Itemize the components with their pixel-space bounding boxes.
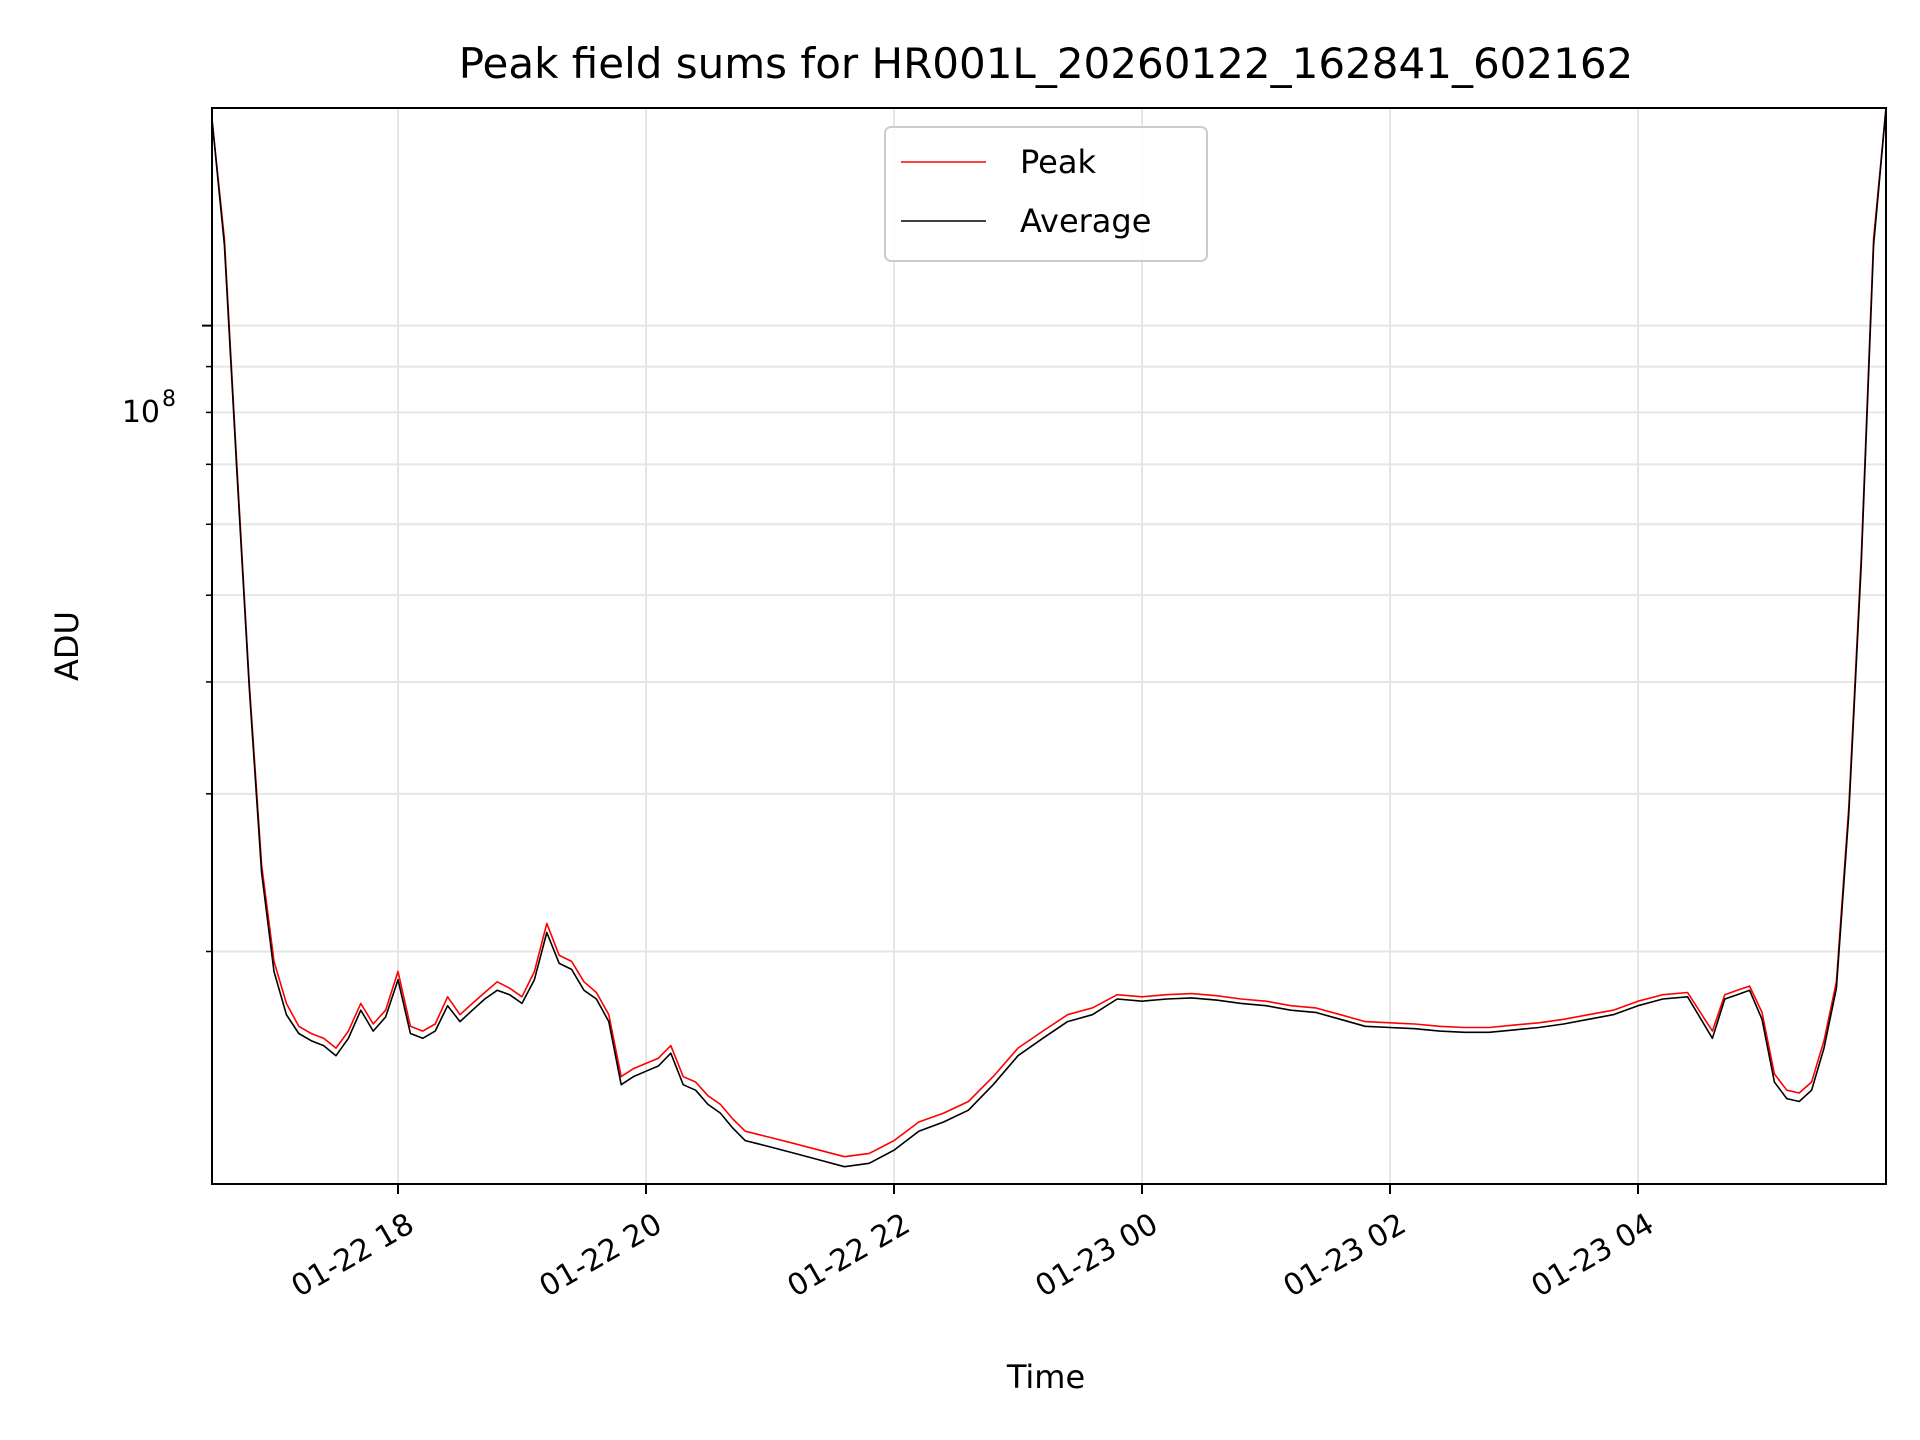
series-line-average [211, 107, 1887, 1168]
legend-label-peak: Peak [1020, 143, 1096, 181]
y-tick-label-exponent: 8 [162, 387, 176, 412]
plot-background [212, 108, 1886, 1184]
y-axis-label: ADU [48, 611, 86, 681]
series-group [211, 107, 1887, 1168]
plot-frame [211, 107, 1887, 1185]
legend-box [884, 126, 1208, 262]
y-tick-major: 10 8 [122, 387, 176, 430]
series-line-peak [211, 107, 1887, 1158]
legend: Peak Average [884, 126, 1208, 262]
legend-label-average: Average [1020, 202, 1151, 240]
x-axis-label: Time [1006, 1358, 1085, 1396]
y-tick-label-base: 10 [122, 395, 160, 430]
chart-title: Peak field sums for HR001L_20260122_1628… [459, 39, 1634, 88]
grid [212, 108, 1886, 1184]
